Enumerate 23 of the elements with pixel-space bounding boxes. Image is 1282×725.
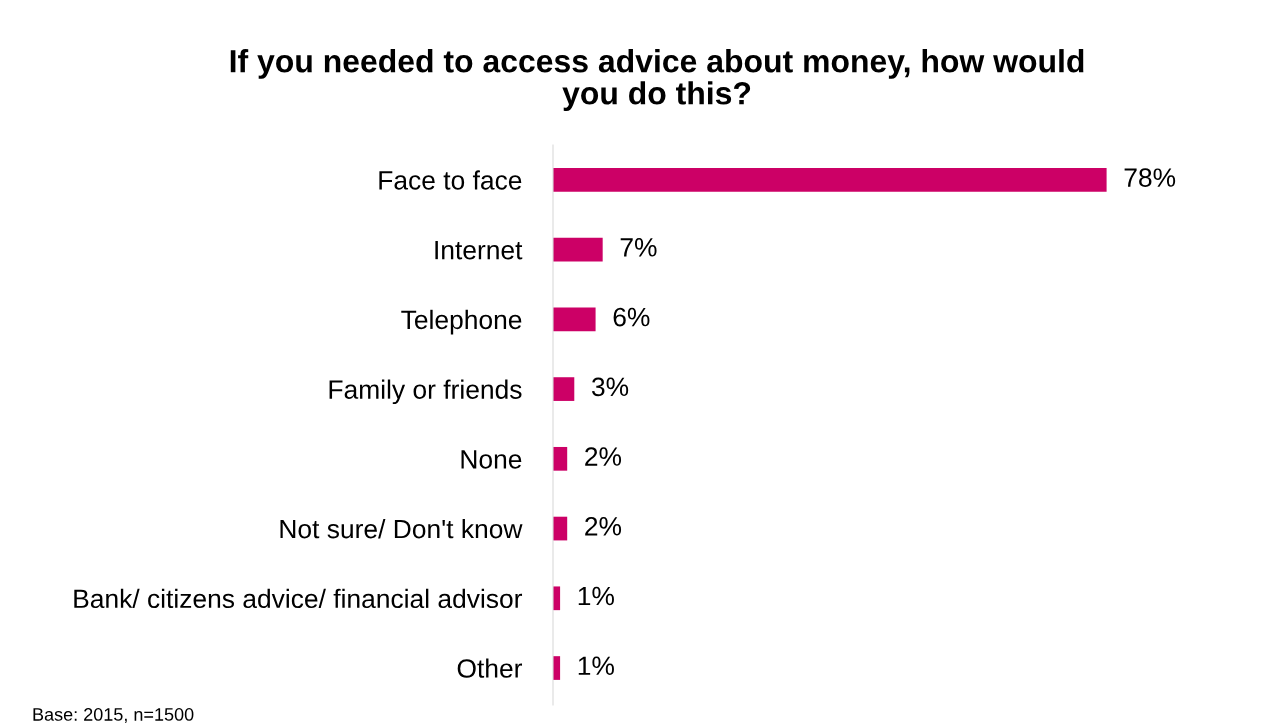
bar	[553, 168, 1107, 192]
data-label: 3%	[591, 377, 629, 397]
data-label: 1%	[578, 586, 614, 606]
y-tick-label: None	[461, 450, 522, 469]
data-label: 1%	[578, 656, 614, 676]
bar	[553, 237, 603, 262]
y-tick-label: Other	[457, 658, 523, 678]
y-tick-label: Face to face	[379, 170, 522, 190]
data-label: 6%	[613, 307, 650, 327]
data-label: 2%	[585, 447, 622, 466]
y-tick-label: Telephone	[401, 309, 522, 335]
chart-title: If you needed to access advice about money, how would you do this?	[230, 49, 1084, 111]
bar	[553, 446, 568, 471]
bar	[553, 307, 596, 332]
y-tick-label: Bank/ citizens advice/ financial advisor	[74, 588, 523, 609]
y-tick-label: Not sure/ Don't know	[280, 519, 523, 539]
y-tick-label: Family or friends	[329, 379, 522, 405]
y-tick-label: Internet	[435, 241, 523, 260]
data-label: 2%	[585, 516, 622, 536]
bar	[553, 377, 575, 401]
data-label: 78%	[1124, 168, 1176, 187]
data-label: 7%	[620, 238, 657, 257]
text: Base: 2015, n=1500	[33, 708, 194, 723]
